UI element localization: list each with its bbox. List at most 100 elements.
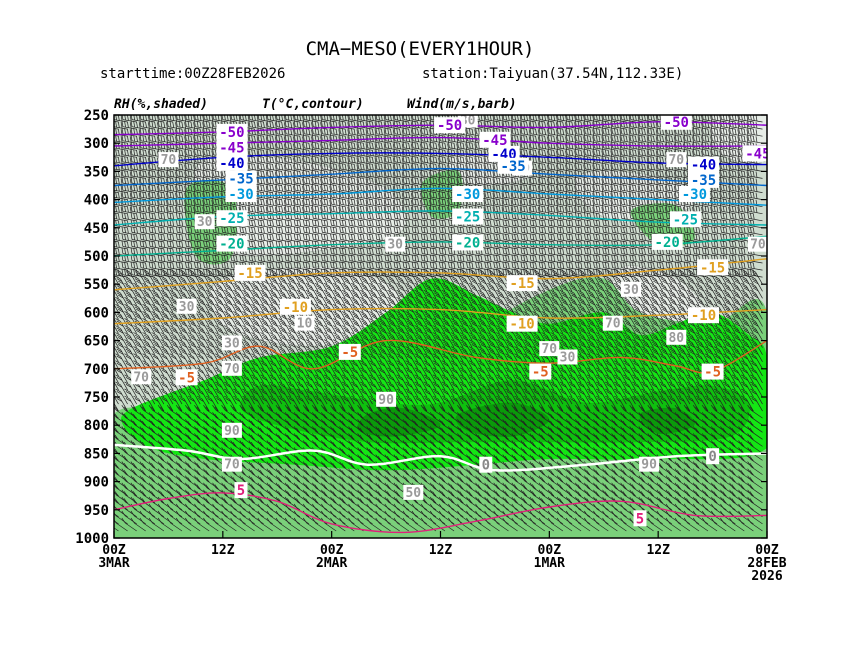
wind-barb bbox=[629, 419, 645, 433]
wind-barb bbox=[565, 268, 582, 278]
wind-barb bbox=[565, 510, 582, 525]
wind-barb bbox=[575, 148, 591, 158]
wind-barb bbox=[575, 268, 591, 278]
wind-barb bbox=[556, 198, 573, 208]
wind-barb bbox=[369, 282, 382, 299]
wind-barb bbox=[493, 219, 509, 229]
wind-barb bbox=[547, 134, 563, 144]
wind-barb bbox=[695, 388, 709, 405]
wind-barb bbox=[260, 296, 274, 313]
wind-barb bbox=[614, 296, 627, 313]
wind-barb bbox=[420, 419, 437, 433]
wind-barb bbox=[738, 517, 754, 532]
wind-barb bbox=[369, 339, 382, 355]
contour-label-bg bbox=[175, 369, 198, 386]
wind-barb bbox=[620, 412, 636, 426]
wind-barb bbox=[175, 510, 192, 525]
wind-barb bbox=[441, 339, 455, 355]
wind-barb bbox=[584, 191, 600, 200]
wind-barb bbox=[641, 325, 654, 341]
wind-barb bbox=[402, 177, 418, 186]
rh-label-bg bbox=[376, 391, 397, 407]
wind-barb bbox=[659, 395, 673, 412]
wind-barb bbox=[187, 346, 201, 362]
wind-barb bbox=[429, 433, 446, 447]
wind-barb bbox=[720, 517, 736, 532]
wind-barb bbox=[284, 115, 300, 123]
contour-label: -50 bbox=[219, 125, 244, 141]
wind-barb bbox=[405, 325, 419, 341]
wind-barb bbox=[478, 296, 491, 313]
wind-barb bbox=[686, 282, 700, 299]
rh-label-bg bbox=[666, 152, 687, 168]
x-tick-label: 00Z bbox=[755, 543, 779, 558]
wind-barb bbox=[750, 325, 763, 341]
wind-barb bbox=[674, 419, 691, 433]
wind-barb bbox=[556, 496, 573, 511]
wind-barb bbox=[547, 247, 563, 257]
wind-barb bbox=[529, 261, 545, 271]
wind-barb bbox=[360, 325, 373, 341]
wind-barb bbox=[341, 282, 355, 299]
wind-barb bbox=[432, 395, 446, 412]
wind-barb bbox=[438, 461, 455, 475]
wind-barb bbox=[750, 388, 763, 405]
wind-barb bbox=[514, 289, 528, 306]
wind-barb bbox=[731, 325, 745, 341]
wind-barb bbox=[659, 388, 673, 405]
wind-barb bbox=[438, 510, 455, 525]
wind-barb bbox=[114, 212, 128, 222]
wind-barb bbox=[487, 381, 500, 398]
wind-barb bbox=[157, 198, 174, 208]
wind-barb bbox=[296, 346, 310, 362]
wind-barb bbox=[321, 254, 337, 264]
wind-barb bbox=[230, 496, 246, 511]
wind-barb bbox=[357, 247, 373, 257]
wind-barb bbox=[323, 325, 337, 341]
wind-barb bbox=[478, 360, 491, 377]
wind-barb bbox=[384, 510, 400, 525]
wind-barb bbox=[611, 433, 627, 447]
wind-barb bbox=[284, 120, 300, 130]
wind-barb bbox=[178, 353, 192, 369]
wind-barb bbox=[668, 311, 682, 327]
wind-barb bbox=[620, 240, 636, 250]
wind-barb bbox=[275, 261, 291, 271]
wind-barb bbox=[348, 141, 364, 151]
wind-barb bbox=[632, 374, 645, 391]
wind-barb bbox=[375, 419, 391, 433]
wind-barb bbox=[731, 332, 745, 348]
wind-barb bbox=[650, 367, 664, 384]
wind-barb bbox=[614, 289, 627, 306]
wind-barb bbox=[638, 127, 654, 137]
wind-barb bbox=[114, 421, 119, 426]
wind-barb bbox=[529, 517, 545, 532]
wind-barb bbox=[423, 289, 437, 306]
wind-barb bbox=[185, 163, 201, 172]
wind-barb bbox=[505, 303, 518, 320]
wind-barb bbox=[169, 332, 183, 348]
wind-barb bbox=[441, 275, 455, 292]
wind-barb bbox=[142, 268, 156, 285]
wind-barb bbox=[523, 346, 537, 362]
wind-barb bbox=[284, 184, 300, 193]
wind-barb bbox=[396, 353, 410, 369]
wind-barb bbox=[568, 296, 582, 313]
wind-barb bbox=[194, 198, 210, 208]
wind-barb bbox=[505, 374, 518, 391]
wind-barb bbox=[158, 115, 174, 123]
wind-barb bbox=[221, 198, 237, 208]
wind-barb bbox=[420, 219, 437, 229]
wind-barb bbox=[448, 496, 464, 511]
wind-barb bbox=[142, 332, 156, 348]
wind-barb bbox=[720, 115, 736, 123]
wind-barb bbox=[650, 346, 664, 362]
wind-barb bbox=[586, 388, 600, 405]
wind-barb bbox=[323, 303, 337, 320]
wind-barb bbox=[450, 339, 464, 355]
wind-barb bbox=[695, 346, 709, 362]
wind-barb bbox=[121, 454, 137, 468]
wind-barb bbox=[396, 275, 410, 292]
wind-barb bbox=[414, 303, 428, 320]
wind-barb bbox=[366, 127, 382, 137]
